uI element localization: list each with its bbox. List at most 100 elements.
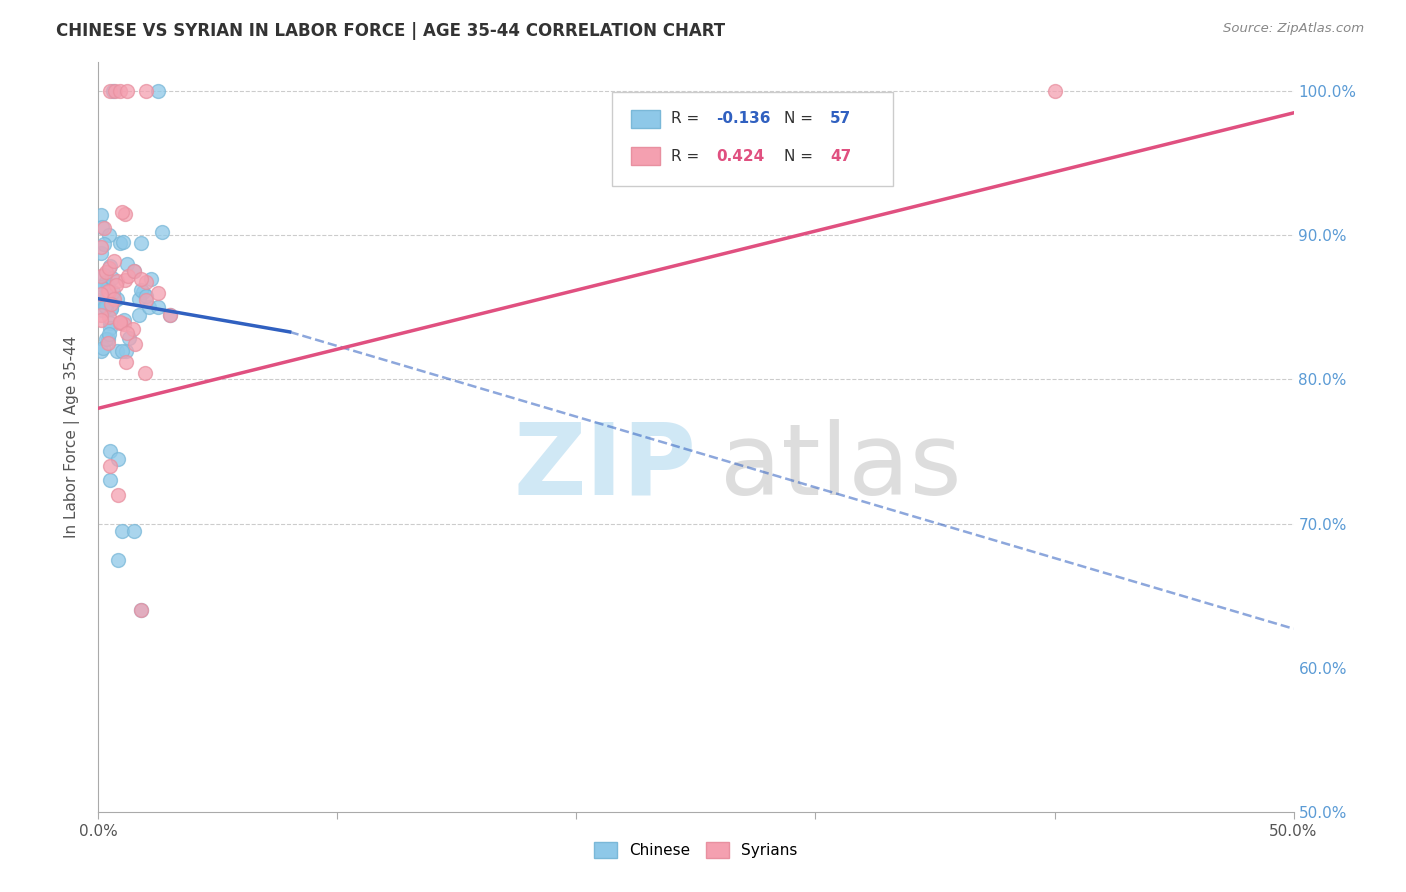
Point bbox=[1043, 84, 1066, 98]
Point bbox=[107, 488, 129, 502]
Point bbox=[90, 313, 112, 327]
Text: 47: 47 bbox=[830, 149, 851, 163]
Point bbox=[103, 292, 125, 306]
Text: -0.136: -0.136 bbox=[716, 112, 770, 126]
Point bbox=[94, 265, 117, 279]
Point bbox=[90, 279, 112, 293]
Point bbox=[93, 221, 115, 235]
Point bbox=[148, 285, 170, 300]
Point bbox=[97, 261, 120, 276]
Point bbox=[139, 271, 162, 285]
Text: Source: ZipAtlas.com: Source: ZipAtlas.com bbox=[1223, 22, 1364, 36]
Point bbox=[111, 343, 134, 358]
Point bbox=[114, 343, 136, 358]
Point bbox=[111, 524, 134, 538]
Point bbox=[100, 302, 122, 317]
Text: 57: 57 bbox=[830, 112, 851, 126]
Point bbox=[97, 332, 120, 346]
Point bbox=[135, 289, 157, 303]
Point bbox=[91, 302, 114, 317]
Point bbox=[91, 219, 114, 234]
Point bbox=[115, 257, 138, 271]
Point bbox=[98, 458, 122, 473]
Point bbox=[98, 84, 122, 98]
Point bbox=[111, 205, 134, 219]
Point bbox=[94, 300, 117, 314]
Point bbox=[101, 84, 124, 98]
Point bbox=[90, 343, 112, 358]
Point bbox=[90, 246, 112, 260]
Point bbox=[91, 341, 114, 355]
Point bbox=[107, 451, 129, 466]
Text: ZIP: ZIP bbox=[513, 418, 696, 516]
Point bbox=[90, 268, 112, 283]
Point bbox=[98, 321, 121, 335]
Point bbox=[90, 295, 112, 310]
Point bbox=[98, 473, 122, 487]
Point bbox=[128, 308, 150, 322]
Point bbox=[115, 326, 138, 340]
Point bbox=[90, 308, 112, 322]
Point bbox=[128, 293, 150, 307]
Point bbox=[103, 293, 125, 308]
Point bbox=[124, 524, 146, 538]
Point bbox=[135, 84, 157, 98]
Point bbox=[90, 208, 112, 222]
Point bbox=[134, 366, 156, 380]
Text: R =: R = bbox=[671, 149, 704, 163]
FancyBboxPatch shape bbox=[631, 147, 661, 165]
Text: 0.424: 0.424 bbox=[716, 149, 765, 163]
Point bbox=[132, 285, 155, 300]
Point bbox=[98, 316, 121, 330]
Point bbox=[112, 312, 135, 326]
Point bbox=[98, 285, 121, 300]
Point bbox=[103, 253, 125, 268]
Point bbox=[131, 283, 153, 297]
Point bbox=[135, 293, 157, 308]
Point bbox=[98, 227, 121, 242]
Point bbox=[122, 322, 145, 336]
Point bbox=[97, 284, 120, 298]
Point bbox=[90, 240, 112, 254]
Point bbox=[131, 603, 153, 617]
Point bbox=[107, 552, 129, 566]
Legend: Chinese, Syrians: Chinese, Syrians bbox=[588, 836, 804, 864]
Point bbox=[96, 332, 118, 346]
Text: atlas: atlas bbox=[720, 418, 962, 516]
Y-axis label: In Labor Force | Age 35-44: In Labor Force | Age 35-44 bbox=[63, 336, 80, 538]
Point bbox=[100, 297, 122, 311]
Point bbox=[112, 317, 135, 331]
Text: N =: N = bbox=[785, 149, 818, 163]
Point bbox=[104, 84, 127, 98]
Point bbox=[98, 326, 121, 341]
Point bbox=[107, 343, 129, 358]
Point bbox=[159, 308, 181, 322]
Point bbox=[115, 84, 138, 98]
Point bbox=[108, 316, 131, 330]
Point bbox=[100, 301, 122, 315]
Point bbox=[105, 293, 128, 307]
Point bbox=[90, 286, 112, 301]
Point bbox=[98, 259, 121, 273]
Point bbox=[111, 235, 134, 249]
Point bbox=[150, 225, 173, 239]
Point bbox=[108, 84, 131, 98]
Point bbox=[100, 270, 122, 285]
Point bbox=[98, 444, 122, 458]
Point bbox=[148, 84, 170, 98]
Point bbox=[117, 268, 139, 283]
Point bbox=[114, 206, 136, 220]
Point bbox=[138, 300, 160, 314]
Point bbox=[118, 331, 141, 345]
Point bbox=[115, 355, 138, 369]
Point bbox=[135, 275, 157, 289]
Point bbox=[124, 336, 146, 351]
Point bbox=[96, 275, 118, 289]
Point bbox=[131, 271, 153, 285]
Point bbox=[93, 279, 115, 293]
Point bbox=[105, 278, 128, 293]
Point bbox=[131, 603, 153, 617]
Text: CHINESE VS SYRIAN IN LABOR FORCE | AGE 35-44 CORRELATION CHART: CHINESE VS SYRIAN IN LABOR FORCE | AGE 3… bbox=[56, 22, 725, 40]
Point bbox=[148, 301, 170, 315]
Point bbox=[124, 264, 146, 278]
